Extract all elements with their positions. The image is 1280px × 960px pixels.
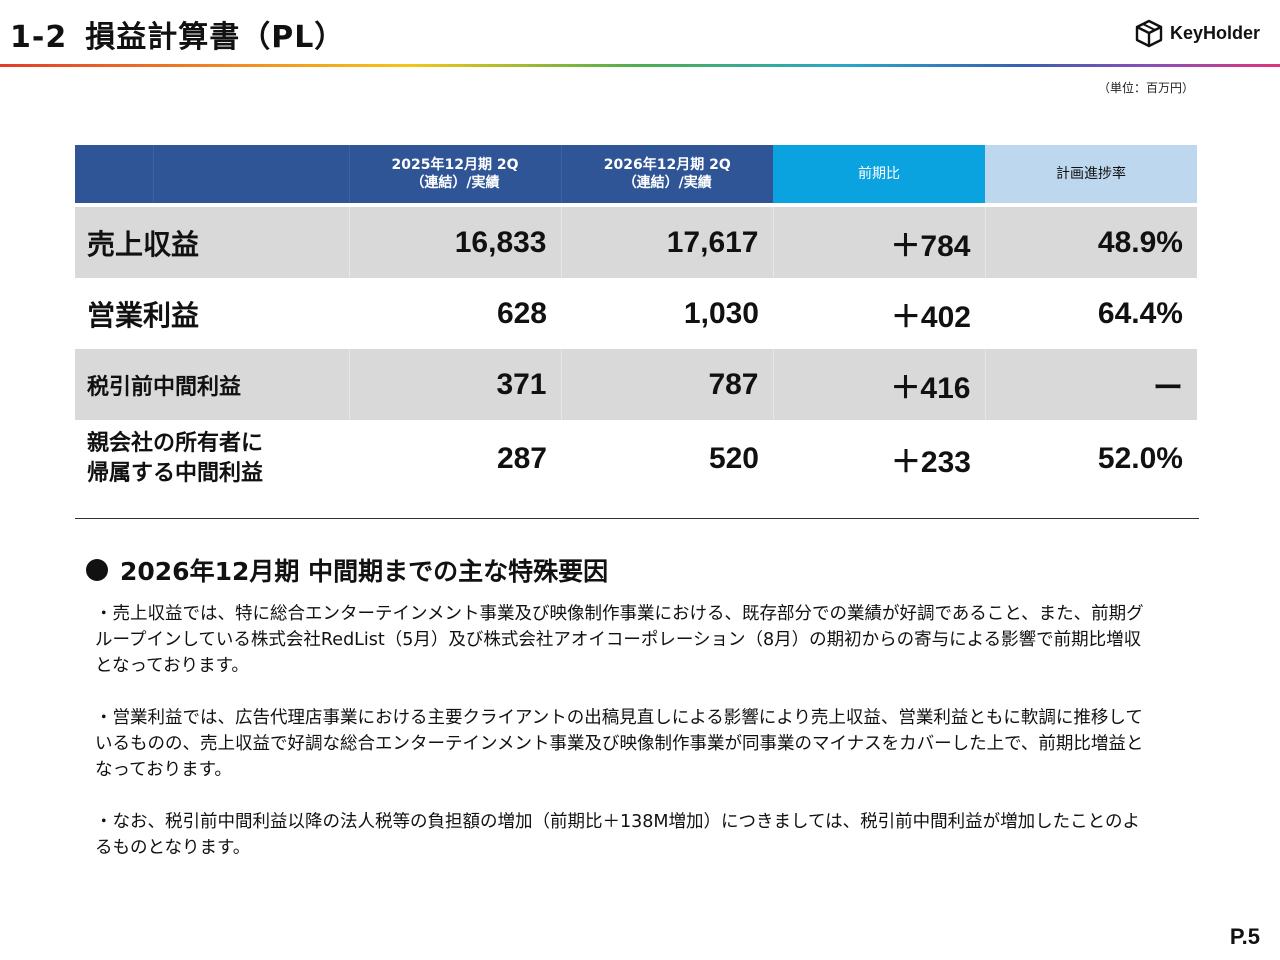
- table-row-revenue: 売上収益 16,833 17,617 ＋784 48.9%: [75, 205, 1197, 278]
- header-prev-line1: 2025年12月期 2Q: [391, 157, 519, 173]
- header-cur-line1: 2026年12月期 2Q: [603, 157, 731, 173]
- header-divider: [0, 64, 1280, 67]
- cell-yoy: ＋402: [890, 300, 971, 334]
- cell-yoy: ＋233: [890, 446, 971, 479]
- cell-current: 520: [708, 442, 759, 475]
- row-label: 営業利益: [87, 298, 200, 332]
- section-heading: 2026年12月期 中間期までの主な特殊要因: [86, 552, 608, 588]
- cell-yoy: ＋416: [772, 349, 985, 420]
- logo-text: KeyHolder: [1169, 22, 1260, 43]
- unit-note: （単位：百万円）: [1097, 81, 1194, 95]
- cell-progress: 48.9%: [984, 205, 1197, 278]
- header-prev-period: 2025年12月期 2Q （連結）/実績: [348, 145, 561, 205]
- table-header-row: 2025年12月期 2Q （連結）/実績 2026年12月期 2Q （連結）/実…: [75, 145, 1197, 205]
- cube-icon: [1135, 19, 1163, 48]
- page-title: 1-2 損益計算書（PL）: [10, 12, 345, 56]
- table-bottom-rule: [75, 518, 1199, 519]
- row-label-line2: 帰属する中間利益: [87, 461, 264, 486]
- cell-current: 1,030: [683, 296, 759, 330]
- slide-header: 1-2 損益計算書（PL） KeyHolder: [0, 0, 1280, 66]
- table-row-pretax-profit: 税引前中間利益 371 787 ＋416 ー: [75, 349, 1197, 420]
- cell-current: 17,617: [560, 205, 773, 278]
- header-progress: 計画進捗率: [985, 145, 1197, 205]
- header-blank: [75, 145, 153, 205]
- row-label-line1: 親会社の所有者に: [87, 431, 264, 456]
- cell-yoy: ＋784: [772, 205, 985, 278]
- paragraph-operating-profit: ・営業利益では、広告代理店事業における主要クライアントの出稿見直しによる影響によ…: [95, 708, 1144, 780]
- cell-prev: 628: [496, 296, 547, 330]
- header-current-period: 2026年12月期 2Q （連結）/実績: [560, 145, 773, 205]
- cell-prev: 287: [496, 442, 547, 475]
- row-label: 税引前中間利益: [75, 349, 349, 420]
- cell-current: 787: [560, 349, 773, 420]
- cell-progress: ー: [984, 349, 1197, 420]
- section-title: 2026年12月期 中間期までの主な特殊要因: [120, 557, 609, 586]
- table-row-operating-profit: 営業利益 628 1,030 ＋402 64.4%: [75, 278, 1197, 349]
- cell-prev: 16,833: [348, 205, 561, 278]
- factors-body: ・売上収益では、特に総合エンターテインメント事業及び映像制作事業における、既存部…: [95, 601, 1155, 887]
- title-text: 損益計算書（PL）: [85, 20, 346, 55]
- cell-progress: 64.4%: [1097, 296, 1183, 330]
- cell-progress: 52.0%: [1097, 442, 1183, 475]
- page-number: P.5: [1229, 924, 1260, 949]
- section-number: 1-2: [10, 20, 68, 55]
- paragraph-tax: ・なお、税引前中間利益以降の法人税等の負担額の増加（前期比＋138M増加）につき…: [95, 812, 1140, 858]
- row-label: 親会社の所有者に 帰属する中間利益: [75, 420, 349, 498]
- header-cur-line2: （連結）/実績: [622, 175, 712, 191]
- header-yoy: 前期比: [773, 145, 985, 205]
- bullet-icon: [86, 559, 108, 581]
- cell-prev: 371: [348, 349, 561, 420]
- company-logo: KeyHolder: [1134, 18, 1260, 48]
- paragraph-revenue: ・売上収益では、特に総合エンターテインメント事業及び映像制作事業における、既存部…: [95, 604, 1144, 676]
- pl-table: 2025年12月期 2Q （連結）/実績 2026年12月期 2Q （連結）/実…: [75, 145, 1197, 498]
- row-label: 売上収益: [75, 205, 349, 278]
- table-row-net-profit: 親会社の所有者に 帰属する中間利益 287 520 ＋233 52.0%: [75, 420, 1197, 498]
- header-prev-line2: （連結）/実績: [410, 175, 500, 191]
- header-blank: [152, 145, 349, 205]
